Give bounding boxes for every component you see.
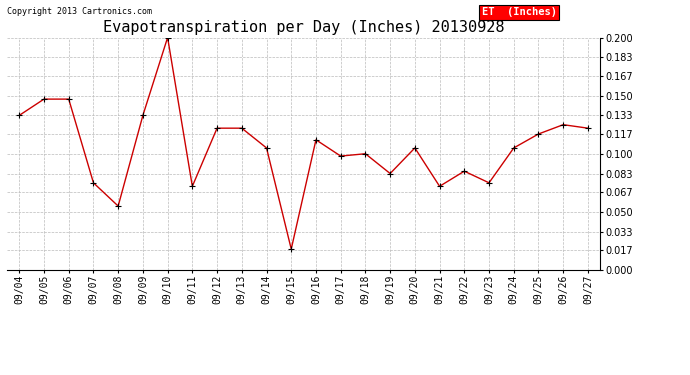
Title: Evapotranspiration per Day (Inches) 20130928: Evapotranspiration per Day (Inches) 2013…	[103, 20, 504, 35]
Text: ET  (Inches): ET (Inches)	[482, 7, 557, 17]
Text: Copyright 2013 Cartronics.com: Copyright 2013 Cartronics.com	[7, 7, 152, 16]
